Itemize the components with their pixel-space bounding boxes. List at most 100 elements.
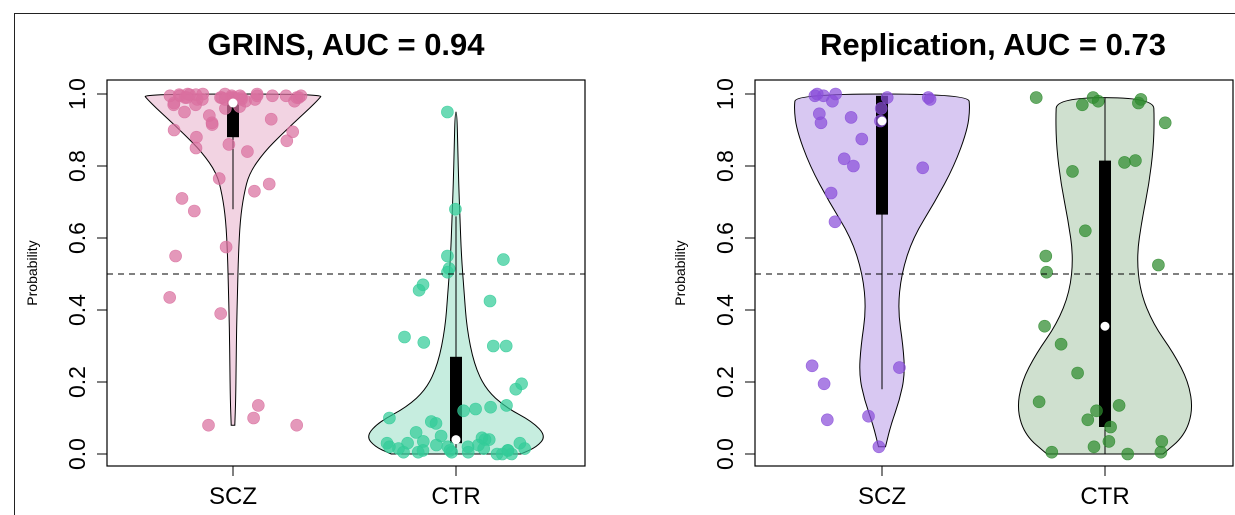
data-point bbox=[1040, 265, 1053, 279]
data-point bbox=[1132, 96, 1145, 110]
data-point bbox=[500, 399, 513, 412]
data-point bbox=[495, 447, 509, 461]
data-point bbox=[1029, 91, 1043, 104]
data-point bbox=[248, 184, 261, 198]
data-point bbox=[401, 436, 414, 450]
data-point bbox=[294, 89, 308, 103]
data-point bbox=[1076, 98, 1089, 112]
data-point bbox=[862, 409, 875, 423]
data-point bbox=[916, 161, 930, 175]
y-tick-label: 0.4 bbox=[712, 294, 738, 326]
series-scz bbox=[794, 87, 970, 454]
data-point bbox=[205, 116, 219, 130]
median-dot bbox=[1100, 321, 1110, 331]
data-point bbox=[1152, 258, 1165, 272]
data-point bbox=[472, 438, 485, 452]
data-point bbox=[855, 132, 869, 146]
data-point bbox=[290, 418, 304, 432]
data-point bbox=[1032, 395, 1046, 409]
data-point bbox=[175, 192, 189, 205]
median-dot bbox=[877, 116, 887, 126]
data-point bbox=[824, 186, 838, 200]
data-point bbox=[264, 112, 278, 126]
data-point bbox=[262, 177, 276, 191]
chart-panel-1: GRINS, AUC = 0.94 Probability 0.0 0.2 0.4 0.6… bbox=[24, 27, 586, 510]
chart-title: Replication, AUC = 0.73 bbox=[820, 27, 1166, 62]
x-tick-label: CTR bbox=[431, 483, 480, 510]
data-point bbox=[805, 359, 819, 373]
data-point bbox=[398, 330, 411, 344]
data-point bbox=[412, 283, 426, 297]
data-point bbox=[1079, 224, 1092, 238]
data-point bbox=[814, 116, 828, 130]
x-tick-label: SCZ bbox=[209, 483, 257, 510]
data-point bbox=[441, 105, 454, 119]
data-point bbox=[1087, 440, 1101, 454]
data-point bbox=[409, 426, 423, 439]
data-point bbox=[280, 134, 294, 148]
data-point bbox=[251, 399, 265, 412]
figure-border-left bbox=[14, 13, 15, 515]
data-point bbox=[441, 265, 454, 279]
data-point bbox=[469, 402, 482, 416]
data-point bbox=[1121, 447, 1134, 461]
data-point bbox=[266, 89, 279, 103]
figure-border-top bbox=[14, 13, 1235, 14]
data-point bbox=[820, 413, 834, 427]
data-point bbox=[219, 102, 232, 115]
y-tick-label: 1.0 bbox=[712, 78, 738, 110]
data-point bbox=[1054, 337, 1068, 351]
data-point bbox=[1154, 445, 1168, 459]
y-tick-label: 0.0 bbox=[64, 438, 90, 470]
data-point bbox=[169, 249, 182, 263]
series-ctr bbox=[1017, 91, 1193, 461]
y-tick-label: 0.2 bbox=[64, 366, 90, 398]
data-point bbox=[417, 336, 431, 349]
data-point bbox=[1102, 435, 1116, 448]
median-dot bbox=[451, 435, 461, 445]
iqr-box bbox=[450, 356, 462, 444]
data-point bbox=[1112, 399, 1126, 412]
plot-frame bbox=[106, 79, 586, 467]
data-point bbox=[923, 93, 937, 106]
median-dot bbox=[228, 98, 238, 108]
data-point bbox=[219, 240, 233, 254]
chart-title: GRINS, AUC = 0.94 bbox=[207, 27, 485, 62]
iqr-box bbox=[1099, 160, 1111, 427]
data-point bbox=[1081, 413, 1095, 427]
data-point bbox=[449, 202, 462, 216]
data-point bbox=[222, 138, 236, 151]
data-point bbox=[808, 89, 822, 103]
y-tick-label: 0.6 bbox=[64, 222, 90, 254]
y-tick-label: 0.4 bbox=[64, 294, 90, 326]
data-point bbox=[817, 377, 831, 391]
y-axis-label: Probability bbox=[24, 240, 40, 305]
data-point bbox=[250, 87, 264, 101]
data-point bbox=[484, 400, 497, 414]
data-point bbox=[1038, 319, 1051, 333]
data-point bbox=[189, 98, 202, 112]
chart-panel-2: Replication, AUC = 0.73 Probability 0.0 0.2… bbox=[672, 27, 1234, 510]
data-point bbox=[180, 91, 194, 104]
data-point bbox=[441, 249, 454, 263]
data-point bbox=[847, 159, 860, 173]
y-tick-label: 0.8 bbox=[64, 150, 90, 182]
data-point bbox=[1039, 249, 1053, 263]
data-point bbox=[429, 417, 443, 430]
y-tick-label: 0.6 bbox=[712, 222, 738, 254]
data-point bbox=[214, 307, 227, 320]
data-point bbox=[383, 440, 396, 454]
data-point bbox=[445, 445, 459, 459]
data-point bbox=[486, 339, 500, 353]
series-ctr bbox=[368, 105, 544, 461]
plot-frame bbox=[754, 79, 1234, 467]
series-scz bbox=[144, 87, 322, 432]
data-point bbox=[837, 152, 851, 166]
data-point bbox=[518, 442, 532, 455]
data-point bbox=[457, 404, 470, 418]
data-point bbox=[178, 105, 191, 119]
data-point bbox=[1045, 445, 1059, 459]
data-point bbox=[286, 125, 300, 139]
data-point bbox=[163, 291, 176, 304]
